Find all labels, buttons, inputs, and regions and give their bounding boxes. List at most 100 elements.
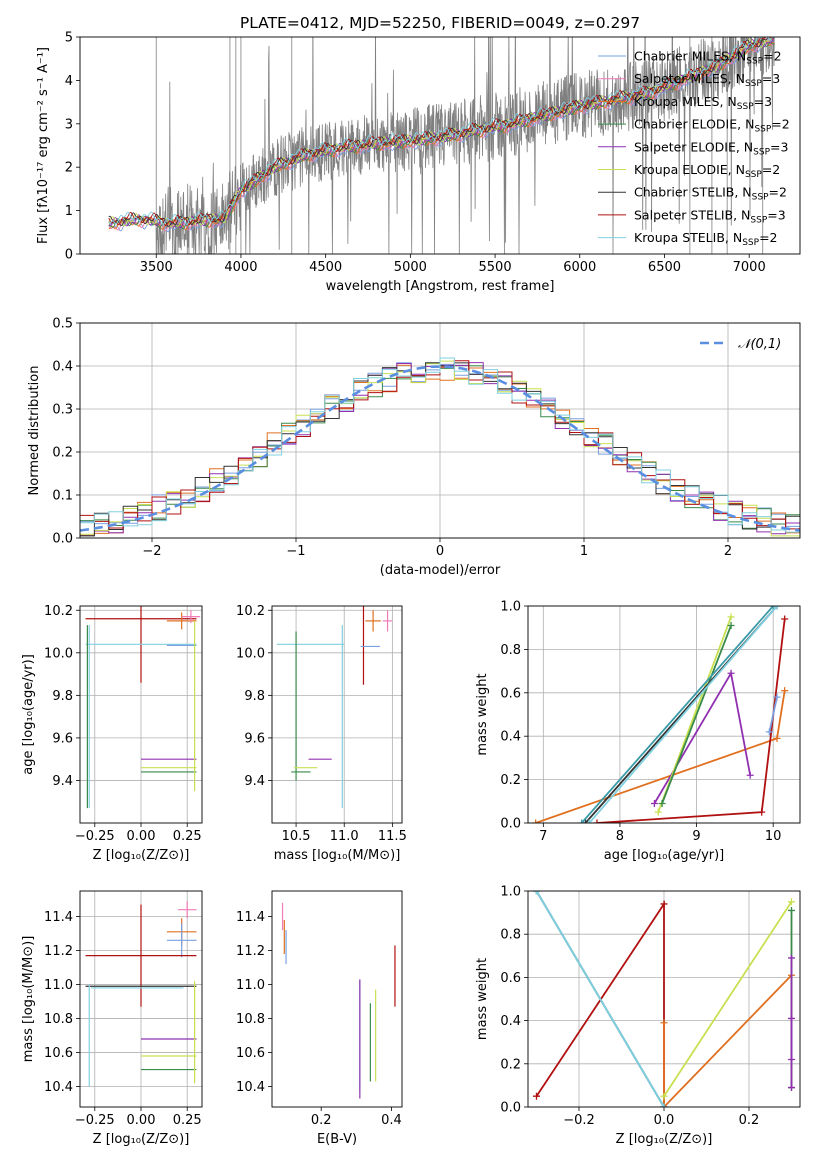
x-tick-label: 2 [724, 544, 732, 559]
x-axis-label: Z [log₁₀(Z/Z⊙)] [93, 848, 190, 863]
plot-area [108, 37, 775, 254]
legend-sub: SSP [742, 238, 759, 248]
y-tick-label: 9.6 [244, 731, 265, 746]
x-axis-label: mass [log₁₀(M/M⊙)] [274, 848, 401, 863]
x-tick-label: 0.0 [654, 1113, 675, 1128]
x-tick-label: 0.2 [311, 1113, 332, 1128]
y-axis-label: Normed distribution [27, 366, 42, 496]
weight-line-8 [535, 891, 665, 1107]
legend-entry-5: Kroupa ELODIE, NSSP=2 [634, 162, 780, 180]
y-tick-label: 10.2 [236, 604, 265, 619]
y-tick-label: 9.6 [52, 731, 73, 746]
y-tick-label: 10.0 [44, 646, 73, 661]
x-tick-label: 0.2 [739, 1113, 760, 1128]
plot-frame [527, 605, 801, 824]
plot-frame [79, 36, 801, 255]
plot-area [85, 606, 201, 809]
weight-marker [727, 669, 735, 677]
x-tick-label: 0.25 [173, 829, 202, 844]
x-tick-label: 5000 [394, 260, 427, 275]
weight-marker [660, 1103, 668, 1107]
weight-marker [654, 808, 662, 816]
x-tick-label: −2 [142, 544, 161, 559]
x-tick-label: 4000 [224, 260, 257, 275]
y-tick-label: 0.2 [500, 773, 521, 788]
x-tick-label: 0.4 [381, 1113, 402, 1128]
y-tick-label: 10.6 [44, 1046, 73, 1061]
weight-marker [660, 1092, 668, 1100]
x-tick-label: 0.00 [127, 1113, 156, 1128]
x-tick-label: −1 [286, 544, 305, 559]
y-tick-label: 9.8 [52, 689, 73, 704]
legend-label: Chabrier ELODIE, N [634, 117, 754, 132]
errorbar-point-2 [166, 923, 197, 958]
weight-marker [781, 615, 789, 623]
x-tick-label: 11.0 [330, 829, 359, 844]
y-tick-label: 0.4 [500, 730, 521, 745]
y-tick-label: 10.8 [236, 1012, 265, 1027]
figure-title: PLATE=0412, MJD=52250, FIBERID=0049, z=0… [240, 14, 640, 32]
weight-marker [727, 622, 735, 630]
weight-line-4 [661, 625, 732, 804]
x-tick-label: 0.25 [173, 1113, 202, 1128]
weight-marker [765, 728, 773, 736]
x-tick-label: 6500 [648, 260, 681, 275]
legend-tail: =3 [770, 139, 788, 154]
plot-area [85, 901, 197, 1087]
weight-marker [781, 687, 789, 695]
weight-marker [773, 693, 781, 701]
y-tick-label: 11.4 [236, 910, 265, 925]
y-tick-label: 9.4 [244, 774, 265, 789]
y-axis-label: age [log₁₀(age/yr)] [21, 654, 36, 775]
plot-area [80, 357, 800, 537]
panel-spectrum: 3500 4000 4500 5000 5500 6000 6500 7000 0 1 2 3 4 5 wa… [36, 14, 801, 294]
x-tick-label: 3500 [140, 260, 173, 275]
weight-marker [585, 819, 593, 823]
y-tick-label: 9.8 [244, 689, 265, 704]
y-tick-label: 0.2 [52, 446, 73, 461]
weight-marker [788, 898, 795, 906]
x-tick-label: 9 [692, 829, 700, 844]
errorbar-point-1 [166, 612, 197, 630]
y-tick-label: 0 [65, 248, 73, 263]
legend-sub: SSP [754, 125, 771, 135]
errorbar-point-0 [85, 606, 197, 683]
y-tick-label: 10.2 [44, 604, 73, 619]
legend-label: Kroupa MILES, N [634, 94, 737, 109]
weight-line-5 [768, 696, 778, 733]
y-tick-label: 4 [65, 74, 73, 89]
legend-entry-0: Chabrier MILES, NSSP=2 [634, 49, 782, 67]
weight-marker [746, 771, 754, 779]
legend-sub: SSP [753, 147, 770, 157]
weight-line-1 [663, 974, 793, 1107]
errorbar-point-3 [85, 904, 197, 1007]
y-tick-label: 0.6 [500, 686, 521, 701]
x-axis-label: age [log₁₀(age/yr)] [604, 848, 725, 863]
y-axis-label: mass weight [475, 673, 490, 755]
weight-marker [581, 819, 589, 823]
weight-marker [788, 1014, 795, 1022]
y-tick-label: 11.0 [44, 978, 73, 993]
legend-sub: SSP [745, 79, 762, 89]
errorbar-point-1 [365, 610, 381, 632]
weight-marker [769, 606, 777, 610]
weight-marker [788, 1084, 795, 1092]
y-tick-label: 5 [65, 31, 73, 46]
weight-line-2 [663, 901, 793, 1097]
x-tick-label: −0.25 [75, 1113, 115, 1128]
x-tick-label: 7 [539, 829, 547, 844]
x-tick-label: −0.25 [75, 829, 115, 844]
weight-marker [727, 613, 735, 621]
panel-mass-vs-EBV: 0.2 0.4 10.4 10.6 10.8 11.0 11.2 11.4 E(B-V) [236, 890, 403, 1147]
y-tick-label: 0.8 [500, 928, 521, 943]
legend-tail: =2 [763, 49, 781, 64]
x-axis-label: (data-model)/error [380, 563, 501, 578]
errorbar-point-2 [181, 610, 201, 624]
y-tick-label: 11.2 [236, 944, 265, 959]
weight-marker [660, 1019, 668, 1027]
plot-area [281, 902, 396, 1099]
plot-area [276, 606, 393, 809]
x-tick-label: 10 [765, 829, 782, 844]
weight-marker [773, 606, 781, 610]
y-tick-label: 10.0 [236, 646, 265, 661]
